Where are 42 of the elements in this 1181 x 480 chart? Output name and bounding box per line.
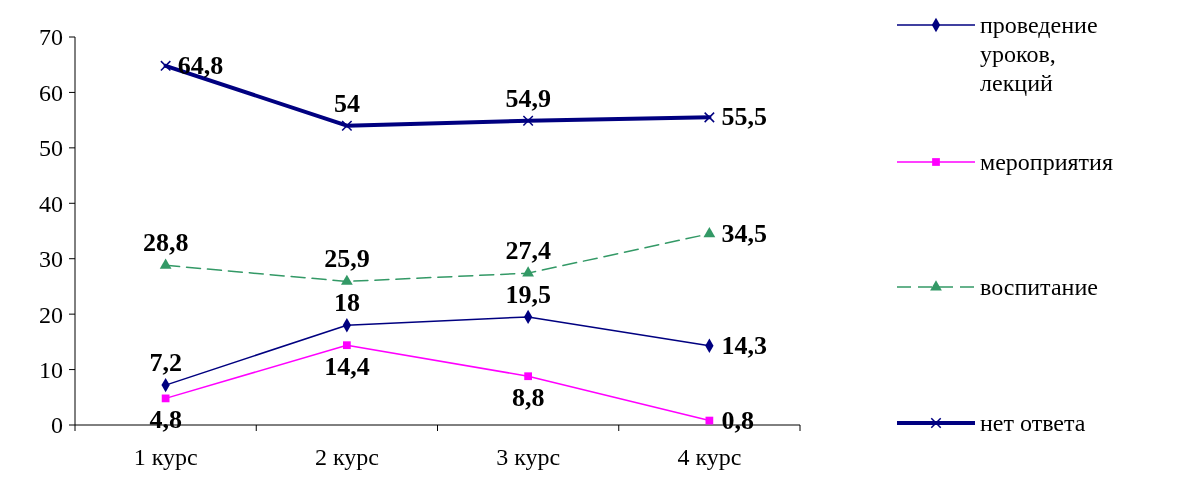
point [340, 274, 353, 285]
data-label: 8,8 [511, 383, 545, 413]
point [703, 226, 716, 238]
point [343, 341, 351, 350]
data-label: 27,4 [505, 236, 551, 266]
y-tick-label: 30 [39, 246, 63, 273]
y-tick-label: 60 [39, 79, 63, 106]
data-label: 34,5 [721, 218, 767, 248]
data-label: 54,9 [505, 83, 551, 113]
legend-label: нет ответа [980, 410, 1086, 437]
point [524, 372, 532, 381]
x-tick-label: 1 курс [133, 444, 198, 470]
y-tick-label: 20 [39, 301, 63, 328]
legend-label: проведение уроков, лекций [980, 12, 1098, 96]
data-label: 14,3 [721, 330, 767, 360]
y-tick-label: 0 [51, 412, 63, 439]
y-tick-label: 50 [39, 135, 63, 162]
point [341, 120, 353, 132]
x-tick-label: 4 курс [677, 444, 742, 470]
y-tick-label: 70 [39, 24, 63, 51]
data-label: 28,8 [142, 228, 189, 258]
point [703, 111, 715, 123]
point [522, 266, 535, 277]
data-label: 18 [333, 288, 360, 318]
data-label: 7,2 [149, 348, 182, 378]
data-label: 54 [333, 88, 360, 118]
legend-label: мероприятия [980, 149, 1113, 176]
point [160, 60, 172, 72]
x-tick-label: 2 курс [314, 444, 379, 470]
y-tick-label: 40 [39, 190, 63, 217]
data-label: 55,5 [721, 102, 767, 132]
data-label: 25,9 [324, 244, 370, 274]
y-tick-label: 10 [39, 356, 63, 383]
legend-label: воспитание [980, 274, 1098, 301]
point [522, 115, 534, 127]
point [159, 258, 172, 269]
data-label: 0,8 [721, 405, 754, 435]
data-label: 19,5 [505, 279, 551, 309]
x-tick-label: 3 курс [496, 444, 561, 470]
data-label: 64,8 [177, 50, 224, 80]
data-label: 14,4 [324, 352, 370, 382]
data-label: 4,8 [149, 405, 182, 435]
